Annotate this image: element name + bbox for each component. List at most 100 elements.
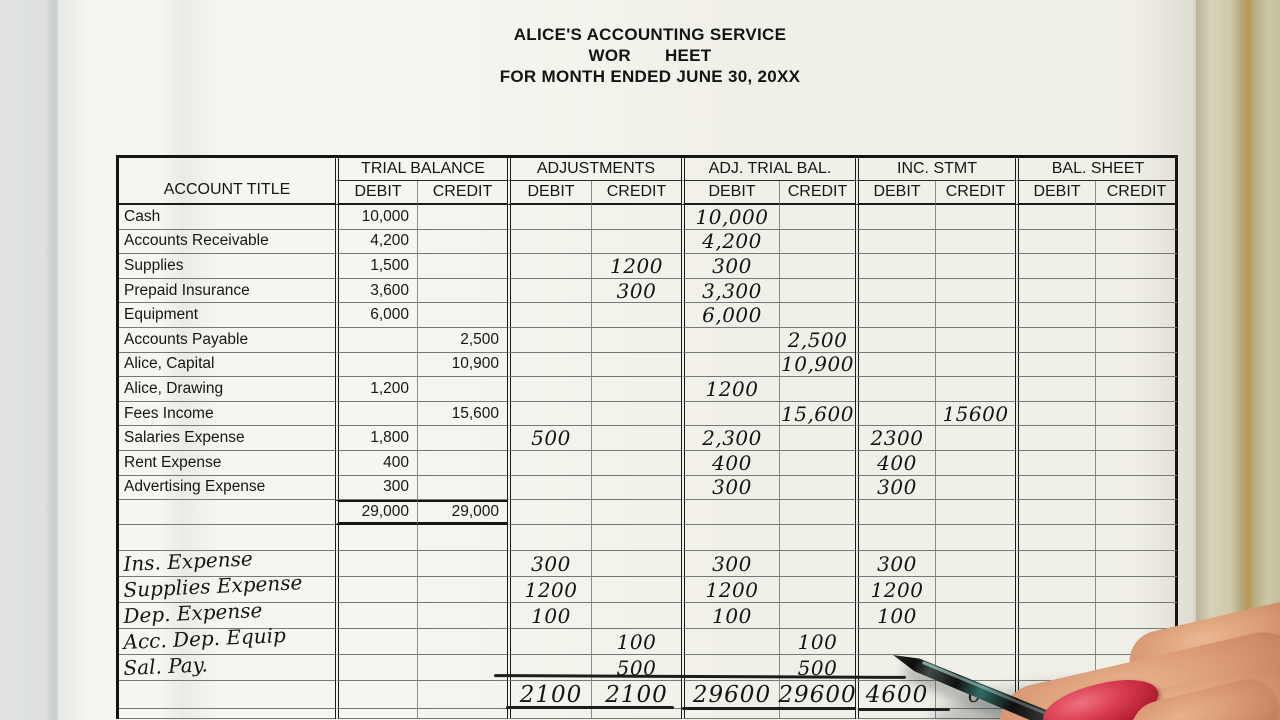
account-title-cell: Supplies bbox=[119, 254, 335, 279]
amount-cell-adj_c bbox=[591, 525, 681, 552]
amount-cell-atb_d: 100 bbox=[681, 603, 779, 630]
section-header: INC. STMT bbox=[855, 158, 1015, 181]
amount-cell-inc_c bbox=[935, 254, 1015, 279]
amount-cell-inc_d: 2300 bbox=[855, 426, 935, 451]
amount-cell-bs_c bbox=[1095, 352, 1177, 378]
amount-cell-tb_d bbox=[335, 655, 417, 682]
amount-cell-bs_d bbox=[1015, 629, 1095, 656]
amount-cell-bs_d bbox=[1015, 525, 1095, 552]
account-title: Alice, Drawing bbox=[124, 379, 224, 397]
amount-cell-inc_c bbox=[935, 450, 1015, 476]
amount-cell-inc_d: 4600 bbox=[855, 681, 935, 710]
account-title: Alice, Capital bbox=[124, 355, 215, 373]
amount-cell-bs_d bbox=[1015, 577, 1095, 604]
amount-cell-inc_c bbox=[935, 278, 1015, 304]
worksheet-paper bbox=[58, 0, 1198, 720]
amount-cell-atb_d: 400 bbox=[681, 451, 779, 476]
amount-cell-inc_d bbox=[855, 401, 935, 427]
amount-cell-atb_d: 300 bbox=[681, 475, 779, 501]
amount-cell-inc_d bbox=[855, 377, 935, 402]
amount-cell-adj_c bbox=[591, 426, 681, 451]
amount-cell-atb_d: 1200 bbox=[681, 577, 779, 604]
amount-cell-tb_c bbox=[417, 450, 507, 476]
amount-cell-bs_c bbox=[1095, 401, 1177, 427]
background-right-surface bbox=[1196, 0, 1280, 720]
company-name: ALICE'S ACCOUNTING SERVICE bbox=[513, 25, 787, 44]
amount-cell-inc_c bbox=[935, 500, 1015, 526]
amount-cell-inc_d: 300 bbox=[855, 475, 935, 501]
amount-cell-bs_c bbox=[1095, 450, 1177, 476]
column-header-debit: DEBIT bbox=[335, 181, 417, 205]
column-header-credit: CREDIT bbox=[935, 181, 1015, 205]
account-title: Advertising Expense bbox=[124, 478, 266, 496]
amount-cell-bs_d bbox=[1015, 603, 1095, 630]
column-header-debit: DEBIT bbox=[507, 181, 591, 205]
worksheet-label: WOR HEET bbox=[340, 45, 960, 66]
account-title-cell: Advertising Expense bbox=[119, 476, 335, 501]
amount-cell-bs_d bbox=[1015, 229, 1095, 255]
handwritten-underline-inc-stmt-total bbox=[858, 708, 950, 711]
amount-cell-inc_c bbox=[935, 709, 1015, 719]
amount-cell-tb_c: 15,600 bbox=[417, 401, 507, 427]
amount-cell-bs_d bbox=[1015, 450, 1095, 476]
amount-cell-adj_d bbox=[507, 254, 591, 279]
amount-cell-atb_d bbox=[681, 401, 779, 427]
amount-cell-inc_c bbox=[935, 352, 1015, 378]
amount-cell-tb_d bbox=[335, 327, 417, 353]
amount-cell-adj_d bbox=[507, 401, 591, 427]
handwritten-underline-adjustments-totals bbox=[506, 706, 674, 709]
amount-cell-adj_c bbox=[591, 475, 681, 501]
amount-cell-atb_c bbox=[779, 229, 855, 255]
amount-cell-bs_c bbox=[1095, 377, 1177, 402]
amount-cell-tb_d bbox=[335, 401, 417, 427]
amount-cell-atb_c bbox=[779, 577, 855, 604]
amount-cell-atb_c: 2,500 bbox=[779, 328, 855, 353]
account-title: Cash bbox=[124, 207, 161, 225]
amount-cell-tb_d: 400 bbox=[335, 450, 417, 476]
account-title: Salaries Expense bbox=[124, 429, 245, 447]
amount-cell-adj_d bbox=[507, 500, 591, 526]
amount-cell-tb_c: 29,000 bbox=[417, 500, 507, 526]
handwritten-underline-adj-trial-bal-totals bbox=[682, 707, 856, 710]
amount-cell-atb_c bbox=[779, 278, 855, 304]
amount-cell-inc_d bbox=[855, 709, 935, 719]
amount-cell-inc_c: 15600 bbox=[935, 402, 1015, 427]
account-title: Equipment bbox=[124, 306, 199, 324]
amount-cell-atb_d bbox=[681, 655, 779, 682]
amount-cell-tb_d: 6,000 bbox=[335, 303, 417, 328]
account-title: Prepaid Insurance bbox=[124, 281, 250, 299]
account-title: Ins. Expense bbox=[122, 546, 254, 576]
amount-cell-tb_d: 3,600 bbox=[335, 278, 417, 304]
amount-cell-adj_c bbox=[591, 401, 681, 427]
amount-cell-atb_c bbox=[779, 551, 855, 578]
amount-cell-bs_c bbox=[1095, 278, 1177, 304]
amount-cell-tb_c bbox=[417, 377, 507, 402]
amount-cell-bs_d bbox=[1015, 426, 1095, 451]
amount-cell-bs_c bbox=[1095, 475, 1177, 501]
amount-cell-adj_c bbox=[591, 229, 681, 255]
amount-cell-bs_c bbox=[1095, 254, 1177, 279]
amount-cell-tb_c bbox=[417, 229, 507, 255]
section-header: ADJUSTMENTS bbox=[507, 158, 681, 181]
amount-cell-tb_d: 29,000 bbox=[335, 500, 417, 526]
amount-cell-tb_c bbox=[417, 577, 507, 604]
account-title-cell: Accounts Payable bbox=[119, 328, 335, 353]
amount-cell-tb_d bbox=[335, 681, 417, 710]
amount-cell-bs_d bbox=[1015, 551, 1095, 578]
amount-cell-adj_d: 1200 bbox=[507, 577, 591, 604]
column-header-credit: CREDIT bbox=[417, 181, 507, 205]
amount-cell-inc_c bbox=[935, 229, 1015, 255]
amount-cell-inc_d: 300 bbox=[855, 551, 935, 578]
amount-cell-bs_d bbox=[1015, 278, 1095, 304]
amount-cell-atb_d bbox=[681, 500, 779, 526]
amount-cell-adj_c bbox=[591, 327, 681, 353]
amount-cell-adj_d bbox=[507, 303, 591, 328]
account-title-cell bbox=[119, 500, 335, 526]
account-title: Dep. Expense bbox=[122, 597, 263, 628]
amount-cell-inc_c bbox=[935, 475, 1015, 501]
amount-cell-adj_c: 300 bbox=[591, 279, 681, 304]
amount-cell-bs_c bbox=[1095, 205, 1177, 230]
amount-cell-atb_d bbox=[681, 629, 779, 656]
amount-cell-bs_c bbox=[1095, 426, 1177, 451]
amount-cell-adj_d bbox=[507, 352, 591, 378]
